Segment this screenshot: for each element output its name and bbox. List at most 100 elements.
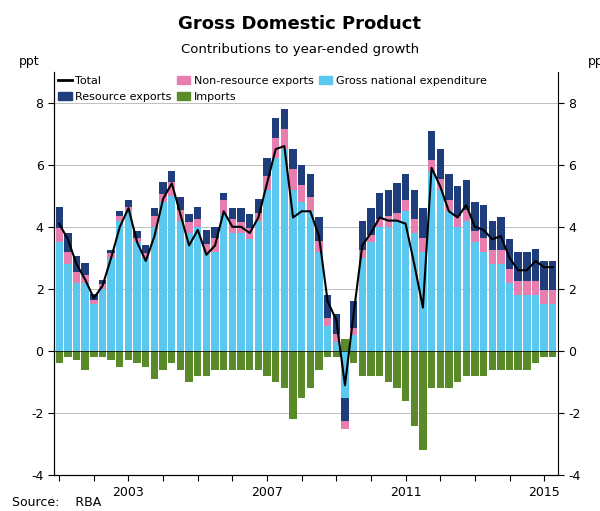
Bar (125, 211, 132, 351)
Bar (142, 351, 149, 366)
Bar (229, 219, 236, 233)
Bar (99, 351, 106, 357)
Bar (514, 351, 522, 369)
Bar (316, 251, 323, 351)
Bar (82, 283, 89, 351)
Bar (64, 251, 71, 264)
Bar (56, 228, 63, 242)
Bar (393, 213, 401, 221)
Bar (393, 351, 401, 388)
Bar (410, 351, 418, 426)
Bar (211, 227, 219, 238)
Bar (64, 233, 71, 251)
Bar (116, 221, 124, 351)
Bar (324, 295, 331, 318)
Bar (151, 351, 158, 379)
Bar (385, 216, 392, 227)
Bar (142, 258, 149, 351)
Bar (437, 149, 444, 179)
Text: ppt: ppt (588, 55, 600, 67)
Bar (341, 398, 349, 421)
Bar (160, 182, 167, 194)
Bar (532, 295, 539, 351)
Bar (298, 202, 305, 351)
Bar (385, 190, 392, 216)
Bar (133, 231, 141, 238)
Bar (367, 351, 374, 376)
Bar (463, 221, 470, 351)
Bar (90, 293, 98, 300)
Bar (107, 253, 115, 258)
Bar (523, 281, 530, 295)
Bar (402, 351, 409, 401)
Bar (367, 242, 374, 351)
Bar (454, 227, 461, 351)
Bar (506, 351, 513, 369)
Bar (488, 221, 496, 250)
Legend: Total, Resource exports, Non-resource exports, Imports, Gross national expenditu: Total, Resource exports, Non-resource ex… (55, 73, 490, 105)
Bar (350, 301, 358, 328)
Bar (90, 305, 98, 351)
Bar (541, 305, 548, 351)
Bar (307, 351, 314, 388)
Bar (480, 251, 487, 351)
Bar (497, 264, 505, 351)
Bar (272, 351, 280, 382)
Bar (506, 283, 513, 351)
Bar (177, 210, 184, 221)
Bar (272, 138, 280, 158)
Bar (506, 269, 513, 283)
Bar (488, 351, 496, 369)
Bar (133, 238, 141, 242)
Bar (376, 351, 383, 376)
Bar (185, 351, 193, 382)
Bar (359, 351, 366, 376)
Bar (549, 305, 556, 351)
Bar (185, 222, 193, 233)
Bar (160, 351, 167, 369)
Bar (281, 149, 288, 351)
Bar (125, 200, 132, 206)
Bar (289, 169, 296, 190)
Bar (142, 245, 149, 253)
Bar (541, 290, 548, 305)
Bar (428, 130, 435, 160)
Bar (307, 197, 314, 211)
Bar (211, 238, 219, 251)
Bar (177, 197, 184, 210)
Bar (359, 258, 366, 351)
Bar (437, 179, 444, 190)
Bar (316, 218, 323, 241)
Bar (254, 351, 262, 369)
Bar (133, 242, 141, 351)
Bar (471, 202, 479, 231)
Bar (497, 218, 505, 250)
Bar (238, 222, 245, 233)
Bar (73, 283, 80, 351)
Bar (56, 351, 63, 363)
Bar (332, 351, 340, 357)
Bar (298, 351, 305, 398)
Bar (263, 351, 271, 376)
Bar (168, 171, 175, 182)
Bar (281, 129, 288, 149)
Bar (341, 339, 349, 351)
Bar (419, 351, 427, 450)
Bar (437, 351, 444, 388)
Bar (480, 205, 487, 238)
Bar (56, 206, 63, 228)
Text: Gross Domestic Product: Gross Domestic Product (179, 15, 421, 33)
Bar (107, 250, 115, 253)
Bar (185, 233, 193, 351)
Bar (211, 251, 219, 351)
Bar (168, 182, 175, 196)
Bar (56, 242, 63, 351)
Bar (532, 281, 539, 295)
Bar (229, 233, 236, 351)
Bar (82, 263, 89, 275)
Bar (229, 208, 236, 219)
Bar (316, 351, 323, 369)
Bar (107, 258, 115, 351)
Bar (471, 351, 479, 376)
Bar (445, 200, 452, 211)
